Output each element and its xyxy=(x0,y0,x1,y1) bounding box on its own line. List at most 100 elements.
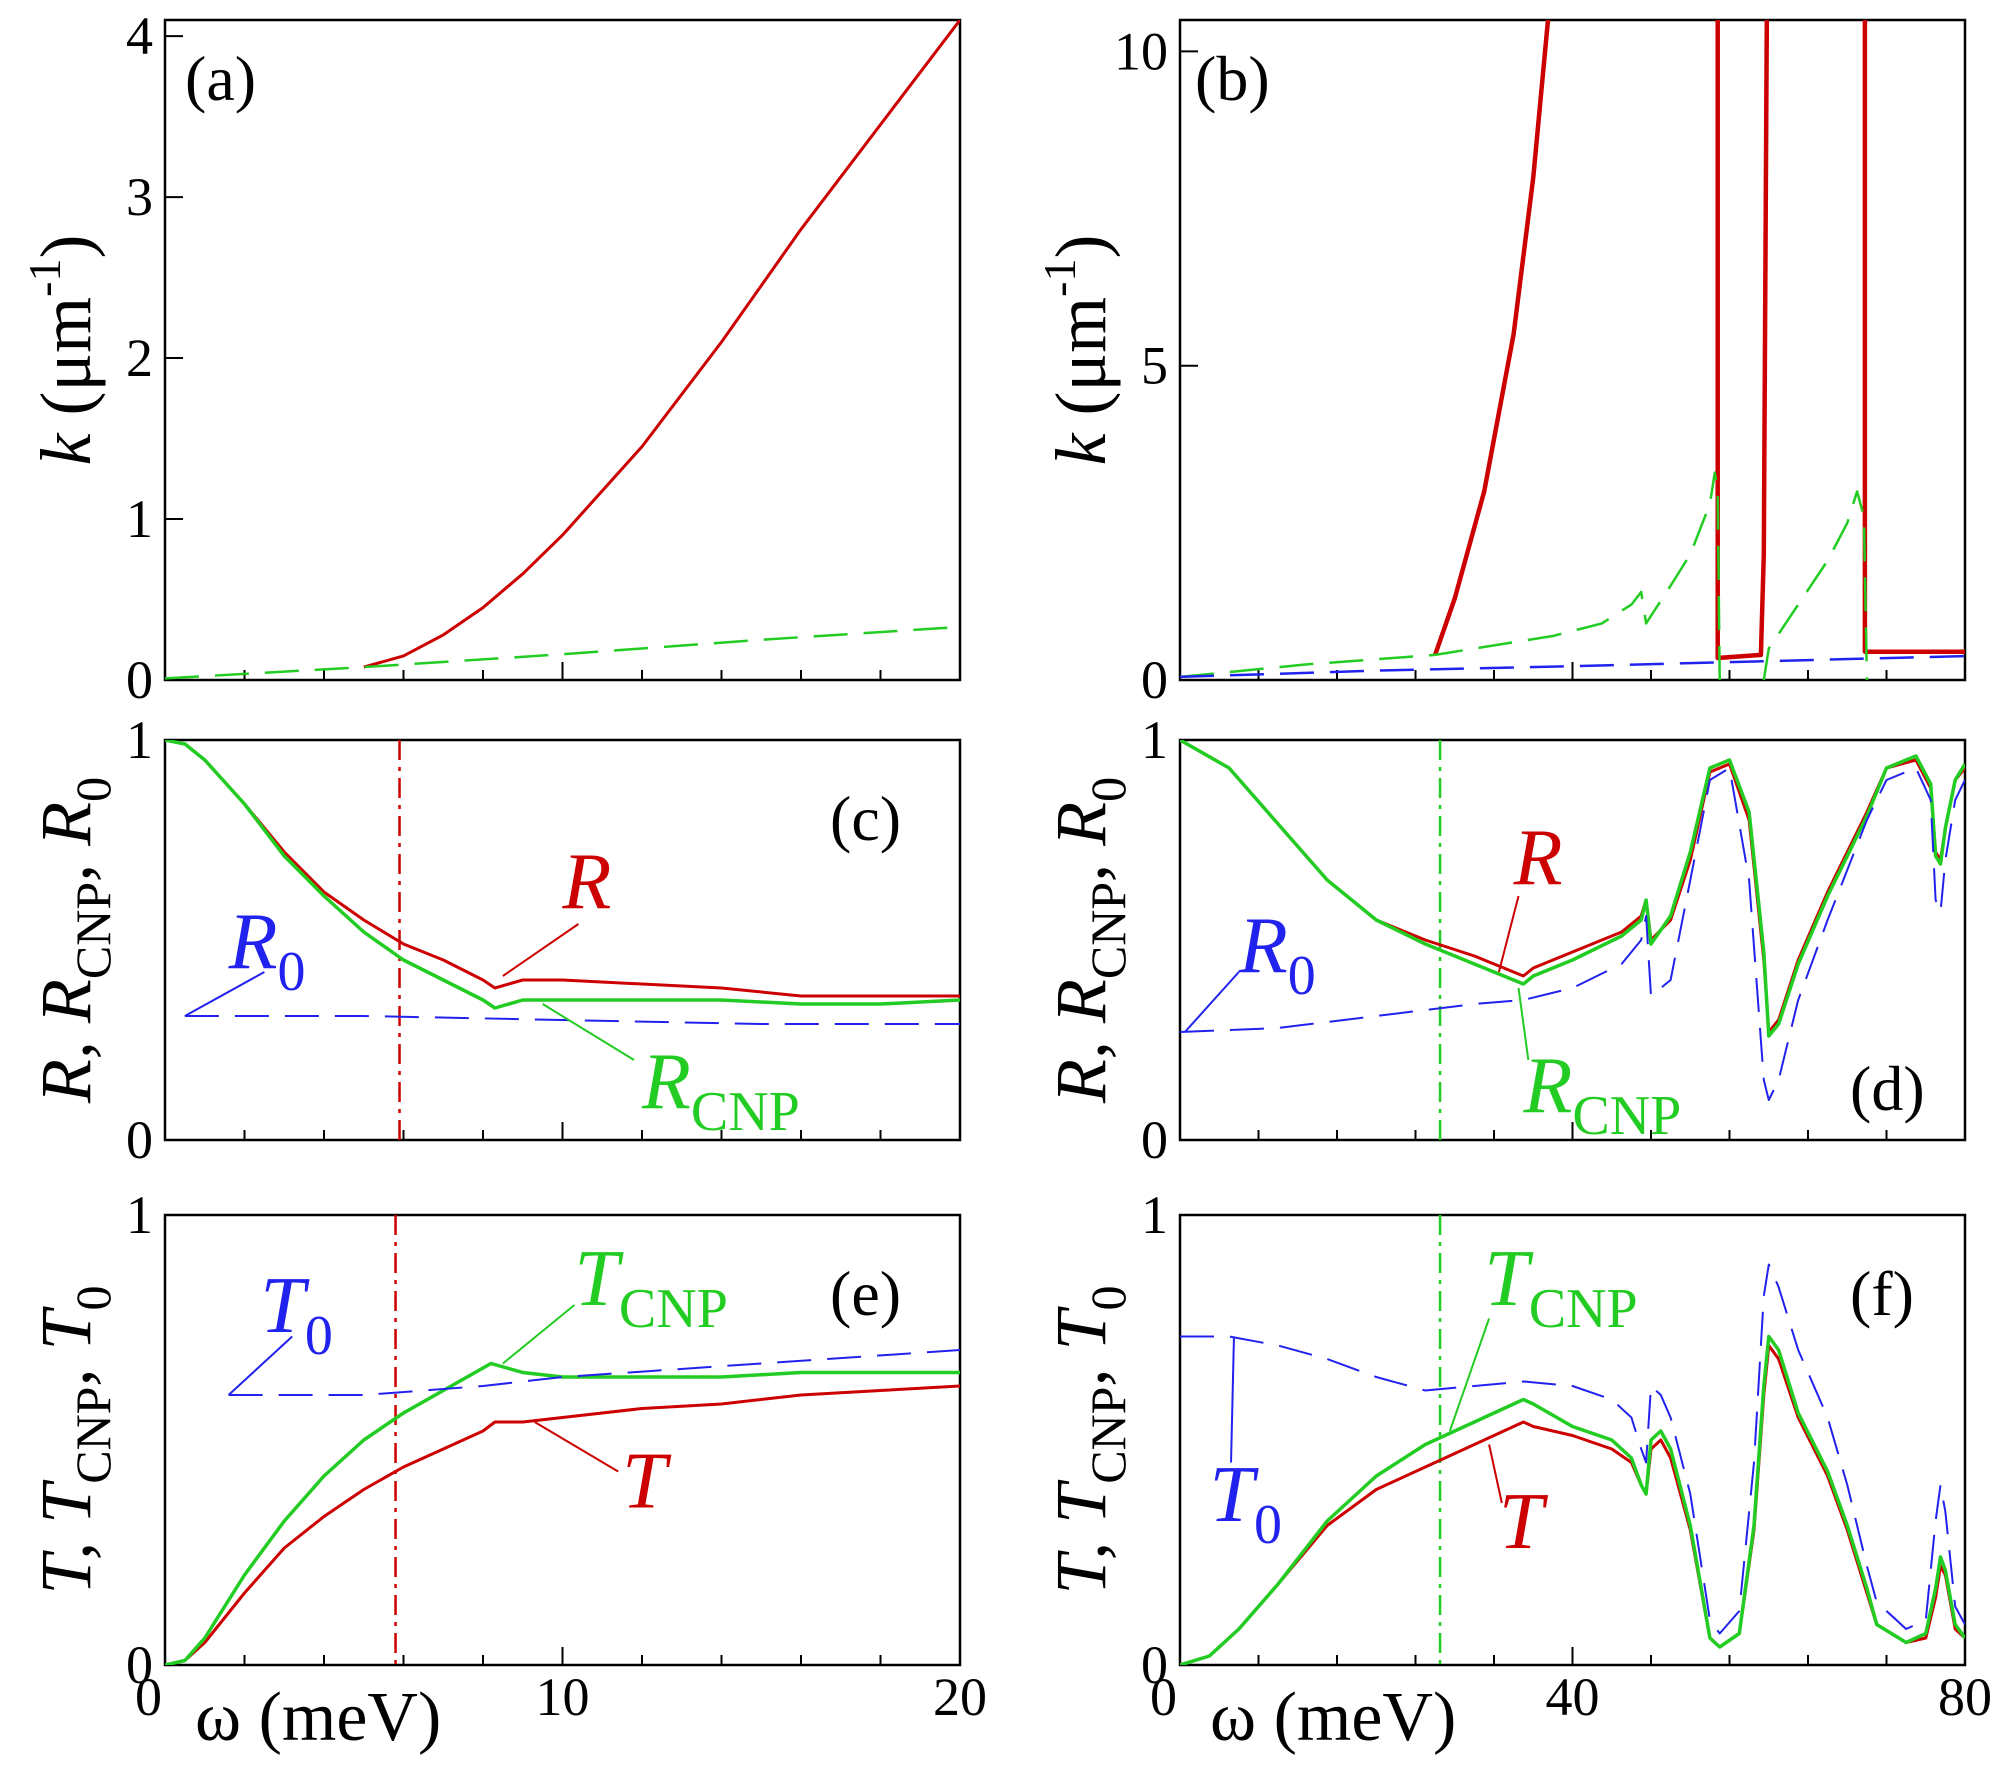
y-axis-label-symbol-a: k xyxy=(26,415,106,465)
curve-label-f-1: T xyxy=(1499,1478,1549,1566)
x-tick-label-f: 0 xyxy=(1150,1667,1177,1727)
y-tick-label-b: 10 xyxy=(1114,21,1168,81)
curve-label-leader-f-1 xyxy=(1488,1444,1503,1504)
series-R_CNP-d xyxy=(1180,740,1965,1038)
curve-label-leader-d-0 xyxy=(1497,895,1520,973)
series-red-3-b xyxy=(1862,20,1965,654)
curve-label-c-2: R0 xyxy=(228,898,306,1003)
x-tick-label-e: 0 xyxy=(135,1667,162,1727)
series-T_CNP-e xyxy=(165,1361,960,1665)
y-tick-label-f: 0 xyxy=(1141,1635,1168,1695)
curve-label-sub-e-0: CNP xyxy=(619,1278,728,1340)
curve-label-leader-d-2 xyxy=(1184,971,1240,1033)
curve-label-f-0: TCNP xyxy=(1484,1235,1637,1340)
curve-label-c-1: RCNP xyxy=(641,1038,800,1143)
y-tick-label-a: 4 xyxy=(126,6,153,66)
y-tick-label-b: 5 xyxy=(1141,336,1168,396)
y-axis-label-mid-d: , R xyxy=(1041,802,1121,882)
series-T_0-f xyxy=(1180,1263,1965,1635)
y-axis-label-unit-a: (μm xyxy=(26,297,106,416)
series-red-2-b xyxy=(1715,20,1770,661)
curve-label-sub-c-1: CNP xyxy=(691,1081,800,1143)
y-axis-label-d: R, RCNP, R0 xyxy=(1041,777,1136,1104)
y-axis-label-unit-b: (μm xyxy=(1041,297,1121,416)
series-T_CNP-f xyxy=(1180,1334,1965,1665)
curve-label-e-2: T0 xyxy=(260,1262,333,1367)
curve-label-leader-f-0 xyxy=(1448,1318,1491,1432)
series-R_0-d xyxy=(1180,767,1965,1101)
curve-label-leader-e-2 xyxy=(227,1335,293,1396)
x-tick-label-f: 40 xyxy=(1546,1667,1600,1727)
x-tick-label-f: 80 xyxy=(1938,1667,1992,1727)
y-tick-label-c: 0 xyxy=(126,1110,153,1170)
y-axis-label-sub2-e: 0 xyxy=(65,1285,121,1310)
curve-label-leader-c-2 xyxy=(184,971,265,1017)
curve-label-e-1: T xyxy=(622,1438,672,1526)
series-green-a xyxy=(165,625,960,680)
y-axis-label-main-c: R, R xyxy=(26,979,106,1104)
y-axis-label-sub-f: CNP xyxy=(1080,1387,1136,1484)
data-layer-f xyxy=(1180,1215,1965,1665)
y-axis-label-mid-f: , T xyxy=(1041,1306,1121,1387)
curve-label-sub-c-2: 0 xyxy=(277,941,305,1003)
y-tick-label-d: 1 xyxy=(1141,710,1168,770)
curve-label-f-2: T0 xyxy=(1209,1451,1282,1556)
y-tick-label-c: 1 xyxy=(126,710,153,770)
curve-label-leader-f-2 xyxy=(1230,1336,1235,1463)
y-tick-label-e: 0 xyxy=(126,1635,153,1695)
plot-frame-d xyxy=(1178,738,1967,1142)
y-axis-label-sub2-d: 0 xyxy=(1080,777,1136,802)
y-axis-label-end-a: ) xyxy=(26,235,106,259)
series-green-2-b xyxy=(1762,490,1869,680)
plot-frame-b xyxy=(1178,18,1967,682)
data-layer-b xyxy=(1180,20,1965,680)
curve-label-sub-e-2: 0 xyxy=(305,1305,333,1367)
curve-label-d-0: R xyxy=(1513,814,1563,902)
curve-label-sub-d-2: 0 xyxy=(1288,945,1316,1007)
y-axis-label-a: k (μm-1) xyxy=(19,235,106,466)
y-axis-label-mid-e: , T xyxy=(26,1306,106,1387)
series-T_0-e xyxy=(228,1349,960,1396)
series-T-e xyxy=(165,1384,960,1665)
curve-label-sub-f-2: 0 xyxy=(1254,1494,1282,1556)
series-R_0-c xyxy=(184,1015,960,1025)
y-axis-label-exp-b: -1 xyxy=(1034,259,1085,297)
series-red-b xyxy=(1432,20,1551,656)
plot-frame-a xyxy=(163,18,962,682)
y-axis-label-exp-a: -1 xyxy=(19,259,70,297)
panel-a: 0 1 2 3 4 (a) k (μm-1) xyxy=(19,6,962,710)
y-axis-label-main-d: R, R xyxy=(1041,979,1121,1104)
y-axis-label-c: R, RCNP, R0 xyxy=(26,777,121,1104)
y-tick-label-a: 0 xyxy=(126,650,153,710)
y-axis-label-end-b: ) xyxy=(1041,235,1121,259)
curve-label-d-1: RCNP xyxy=(1522,1042,1681,1147)
curve-label-leader-c-0 xyxy=(502,923,579,977)
series-green-b xyxy=(1180,471,1721,680)
y-axis-label-main-f: T, T xyxy=(1041,1479,1121,1595)
y-tick-label-a: 2 xyxy=(126,328,153,388)
curve-label-sub-f-0: CNP xyxy=(1529,1278,1638,1340)
y-tick-label-d: 0 xyxy=(1141,1110,1168,1170)
curve-label-leader-e-0 xyxy=(502,1304,576,1365)
series-red-a xyxy=(363,20,960,669)
y-axis-label-e: T, TCNP, T0 xyxy=(26,1285,121,1594)
panel-label-b: (b) xyxy=(1195,43,1270,114)
curve-label-leader-e-1 xyxy=(534,1421,619,1473)
curve-label-e-0: TCNP xyxy=(574,1235,727,1340)
panel-label-f: (f) xyxy=(1850,1258,1914,1329)
y-axis-label-f: T, TCNP, T0 xyxy=(1041,1285,1136,1594)
panel-label-e: (e) xyxy=(830,1258,901,1329)
y-tick-label-a: 1 xyxy=(126,489,153,549)
y-tick-label-b: 0 xyxy=(1141,650,1168,710)
panel-label-d: (d) xyxy=(1850,1053,1925,1124)
x-axis-label-e: ω (meV) xyxy=(195,1679,441,1756)
y-tick-label-e: 1 xyxy=(126,1185,153,1245)
curve-label-sub-d-1: CNP xyxy=(1572,1085,1681,1147)
curve-label-c-0: R xyxy=(562,838,612,926)
series-T-f xyxy=(1180,1344,1965,1665)
y-axis-label-sub-d: CNP xyxy=(1080,882,1136,979)
